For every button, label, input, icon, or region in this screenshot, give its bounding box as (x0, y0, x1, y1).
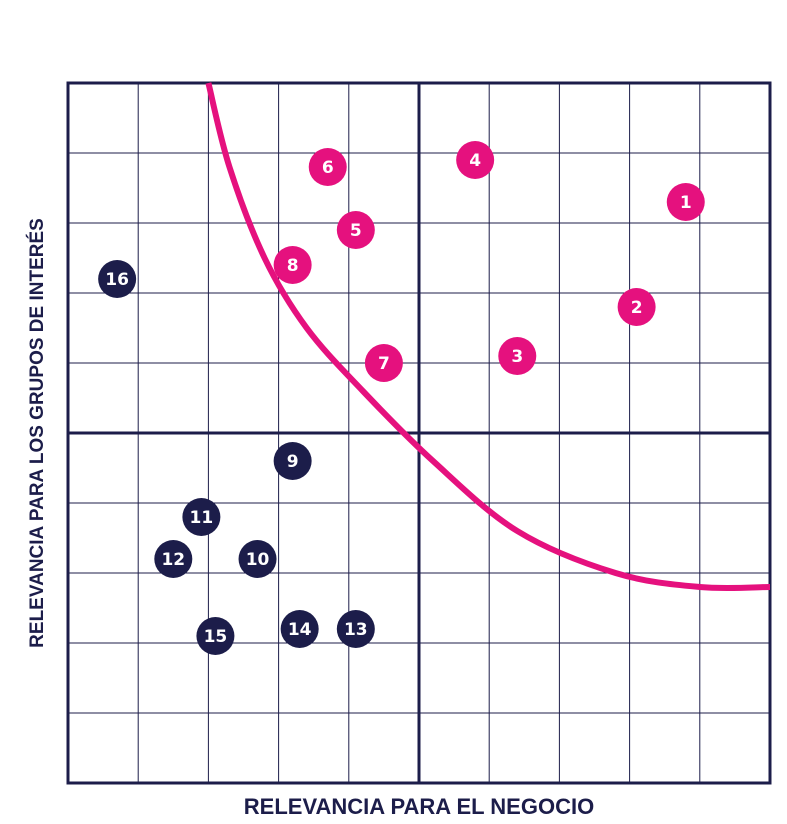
data-point-marker (336, 610, 375, 648)
data-point-label: 2 (631, 298, 643, 318)
data-point-marker (280, 610, 319, 648)
data-point-2: 2 (617, 288, 656, 326)
plot-frame (66, 81, 772, 785)
data-point-16: 16 (98, 260, 137, 298)
data-point-label: 10 (246, 550, 270, 570)
data-point-label: 8 (287, 256, 299, 276)
data-point-8: 8 (273, 246, 312, 284)
data-point-marker (666, 183, 705, 221)
y-axis-label: RELEVANCIA PARA LOS GRUPOS DE INTERÉS (26, 218, 48, 648)
data-point-marker (498, 337, 537, 375)
data-point-13: 13 (336, 610, 375, 648)
data-point-11: 11 (182, 498, 221, 536)
data-point-marker (336, 211, 375, 249)
data-point-marker (617, 288, 656, 326)
data-point-label: 1 (680, 193, 692, 213)
data-point-4: 4 (456, 141, 495, 179)
data-point-label: 12 (161, 550, 185, 570)
x-axis-label: RELEVANCIA PARA EL NEGOCIO (244, 794, 594, 819)
data-point-7: 7 (364, 344, 403, 382)
data-point-marker (182, 498, 221, 536)
data-point-marker (364, 344, 403, 382)
data-point-label: 13 (344, 620, 368, 640)
data-point-label: 15 (204, 627, 228, 647)
data-point-10: 10 (238, 540, 277, 578)
data-point-label: 6 (322, 158, 334, 178)
data-point-label: 16 (105, 270, 129, 290)
data-point-6: 6 (308, 148, 347, 186)
data-point-marker (238, 540, 277, 578)
data-point-marker (308, 148, 347, 186)
data-point-15: 15 (196, 617, 235, 655)
data-point-12: 12 (154, 540, 193, 578)
data-point-marker (456, 141, 495, 179)
data-point-marker (273, 246, 312, 284)
data-point-label: 5 (350, 221, 362, 241)
data-point-label: 3 (511, 347, 523, 367)
data-point-marker (154, 540, 193, 578)
data-point-marker (196, 617, 235, 655)
data-point-3: 3 (498, 337, 537, 375)
data-point-label: 9 (287, 452, 299, 472)
chart-grid (66, 81, 772, 785)
data-point-marker (98, 260, 137, 298)
data-point-1: 1 (666, 183, 705, 221)
data-point-label: 14 (288, 620, 312, 640)
threshold-curve-layer (205, 82, 771, 592)
data-point-14: 14 (280, 610, 319, 648)
threshold-curve (205, 82, 771, 592)
data-point-label: 7 (378, 354, 390, 374)
data-point-label: 11 (190, 508, 214, 528)
data-point-5: 5 (336, 211, 375, 249)
data-point-label: 4 (469, 151, 481, 171)
data-point-9: 9 (273, 442, 312, 480)
data-point-marker (273, 442, 312, 480)
